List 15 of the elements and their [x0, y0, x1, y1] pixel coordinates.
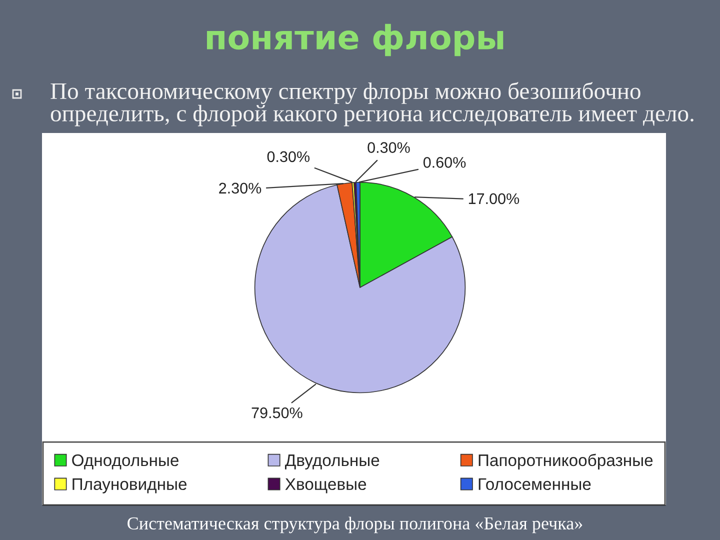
data-label: 0.30% — [267, 151, 310, 162]
legend-label: Плауновидные — [72, 478, 187, 494]
data-label: 2.30% — [219, 182, 262, 194]
chart-title: понятие флоры — [206, 24, 504, 56]
data-label: 17.00% — [468, 193, 520, 204]
data-label: 79.50% — [252, 407, 302, 418]
legend-label: Голосеменные — [478, 478, 591, 490]
legend-label: Хвощевые — [285, 478, 366, 494]
data-label: 0.60% — [423, 157, 466, 168]
legend-label: Папоротникообразные — [478, 454, 653, 470]
legend-label: Двудольные — [284, 454, 380, 470]
data-label: 0.30% — [368, 142, 410, 153]
chart-subtitle: По таксономическому спектру флоры можно безошибочно определить, с флорой какого региона исследователь имеет дело. — [50, 82, 694, 126]
text: Систематическая структура флоры полигона «Белая речка» — [128, 516, 582, 534]
legend-label: Однодольные — [72, 454, 178, 470]
